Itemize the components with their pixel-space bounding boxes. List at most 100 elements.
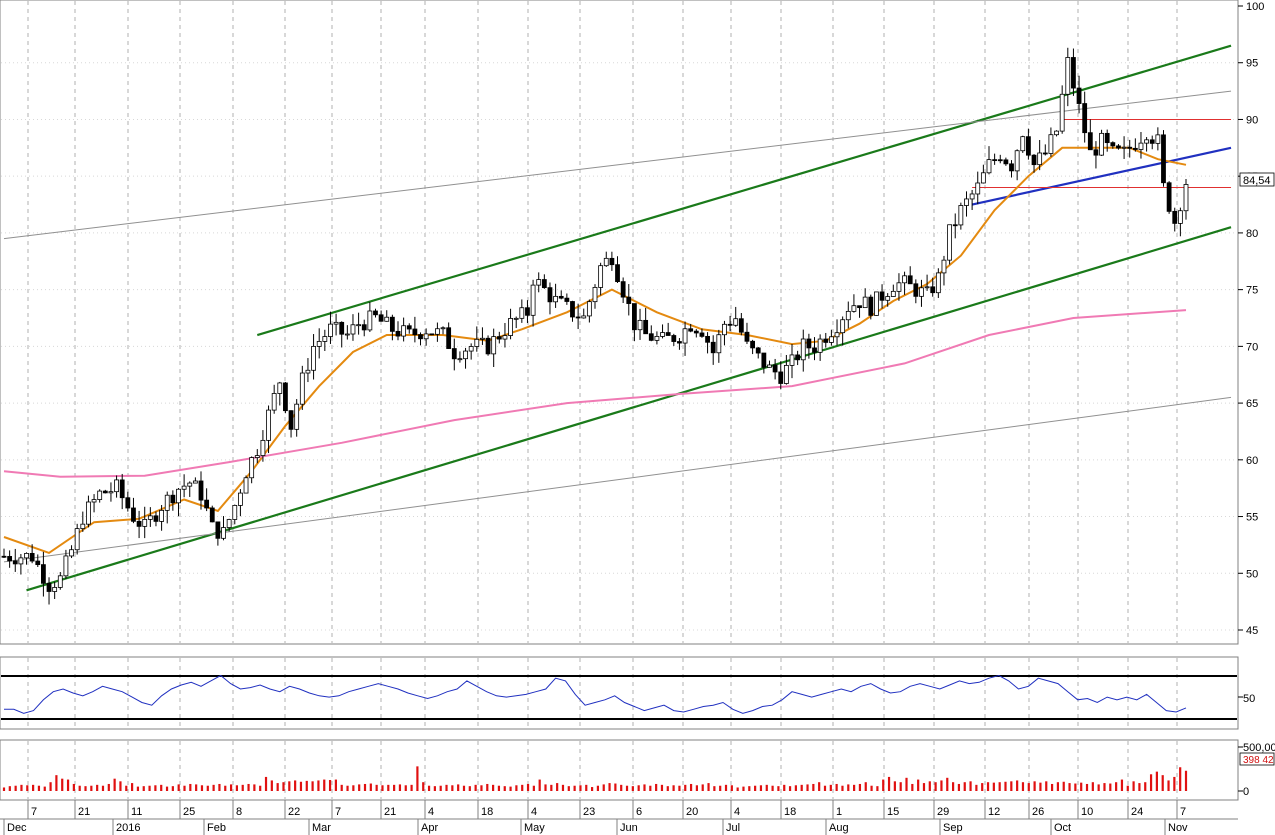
candle-body <box>41 564 46 584</box>
candle-body <box>592 287 598 303</box>
candle-body <box>1048 134 1054 154</box>
candle-body <box>896 282 902 292</box>
x-day-label: 20 <box>686 806 698 818</box>
candle-body <box>693 330 699 334</box>
candle-body <box>558 295 564 299</box>
candle-body <box>834 332 840 338</box>
oscillator-line <box>4 674 1187 714</box>
volume-zero-tick: 0 <box>1243 786 1249 798</box>
candle-body <box>254 455 260 458</box>
x-month-label: May <box>524 822 545 834</box>
moving-average-line <box>3 309 1187 478</box>
candle-body <box>716 334 722 354</box>
candle-body <box>1177 210 1183 224</box>
candle-body <box>829 336 834 343</box>
candle-body <box>874 291 879 316</box>
candle-body <box>74 528 80 551</box>
candle-body <box>643 319 649 335</box>
candle-body <box>389 316 395 332</box>
candle-body <box>913 283 919 297</box>
candle-body <box>1026 136 1031 156</box>
candle-body <box>1042 152 1048 155</box>
candle-body <box>260 439 266 456</box>
candle-body <box>795 354 801 361</box>
trendline <box>3 396 1232 563</box>
candle-body <box>789 354 795 366</box>
candle-body <box>1037 152 1043 166</box>
candle-body <box>232 505 238 520</box>
candle-body <box>361 324 367 331</box>
candle-body <box>119 479 125 499</box>
y-tick-label: 65 <box>1246 398 1258 410</box>
candle-body <box>1144 139 1149 144</box>
candle-body <box>885 296 891 301</box>
candle-body <box>648 333 654 341</box>
candle-body <box>660 332 665 337</box>
candle-body <box>1065 57 1071 95</box>
x-axis: 7 21 11 25 8 22 7 21 4 18 4 23 6 20 4 18 1 15 29 12 26 10 24 7D… <box>0 799 1238 835</box>
candle-body <box>513 317 519 320</box>
candle-body <box>142 518 148 527</box>
x-day-label: 6 <box>636 806 642 818</box>
candle-body <box>840 319 846 334</box>
candle-body <box>29 552 35 562</box>
candle-body <box>395 330 401 337</box>
candle-body <box>243 477 249 494</box>
moving-averages <box>3 146 1187 555</box>
candle-body <box>823 338 829 343</box>
candle-body <box>1121 146 1127 149</box>
candle-body <box>1059 93 1065 132</box>
candle-body <box>277 382 283 394</box>
candle-body <box>80 523 86 530</box>
candle-body <box>1014 150 1020 172</box>
candle-body <box>862 296 868 309</box>
candle-body <box>919 287 924 297</box>
candle-body <box>530 284 536 316</box>
x-month-label: Apr <box>421 822 438 834</box>
candle-body <box>941 259 947 274</box>
candle-body <box>367 310 373 331</box>
price-candles <box>1 47 1189 605</box>
candle-body <box>294 403 300 430</box>
candle-body <box>125 497 131 509</box>
candle-body <box>485 337 491 355</box>
candle-body <box>1082 103 1088 134</box>
x-day-label: 4 <box>531 806 537 818</box>
x-day-label: 15 <box>887 806 899 818</box>
candle-body <box>176 488 181 504</box>
candle-body <box>192 480 198 484</box>
candle-body <box>598 265 604 288</box>
x-day-label: 12 <box>988 806 1000 818</box>
candle-body <box>1087 132 1093 151</box>
candle-body <box>91 499 97 503</box>
candle-body <box>1054 130 1059 136</box>
candle-body <box>632 303 637 331</box>
candle-body <box>688 328 694 332</box>
candle-body <box>187 482 193 487</box>
oscillator-panel-frame <box>0 656 1239 730</box>
candle-body <box>237 492 243 506</box>
trendline <box>26 226 1232 592</box>
candle-body <box>975 182 981 195</box>
candle-body <box>46 582 52 592</box>
candle-body <box>722 323 727 336</box>
candle-body <box>1009 163 1014 172</box>
candle-body <box>491 336 497 355</box>
candle-body <box>947 224 952 261</box>
candle-body <box>1076 87 1082 104</box>
candle-body <box>52 587 58 592</box>
x-day-label: 7 <box>335 806 341 818</box>
candle-body <box>761 352 767 368</box>
x-month-label: 2016 <box>116 822 140 834</box>
candle-body <box>969 193 975 200</box>
candle-body <box>541 279 547 289</box>
candle-body <box>992 159 998 162</box>
candle-body <box>35 560 41 566</box>
candle-body <box>108 491 114 494</box>
candle-body <box>609 257 615 266</box>
candle-body <box>1104 132 1110 144</box>
candle-body <box>980 172 986 184</box>
candle-body <box>322 336 328 342</box>
candle-body <box>159 509 165 522</box>
candle-body <box>626 296 632 304</box>
